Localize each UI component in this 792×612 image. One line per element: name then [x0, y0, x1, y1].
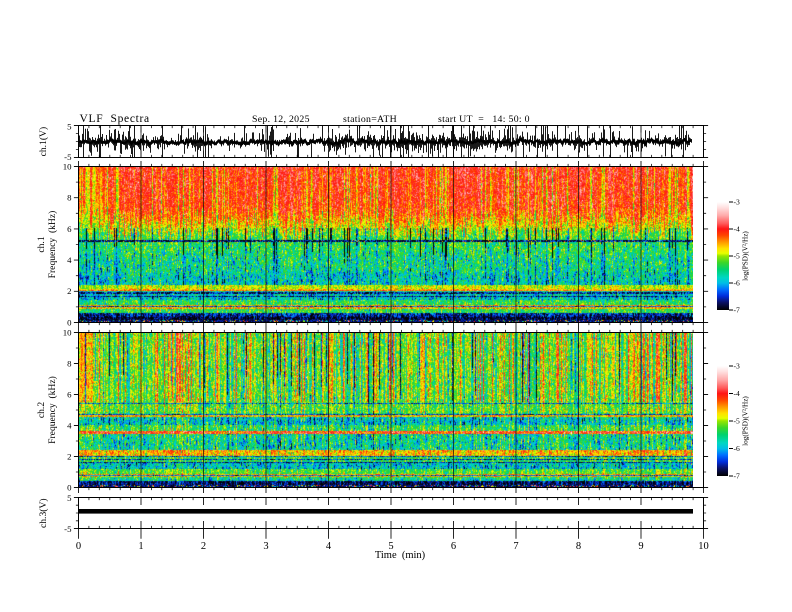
svg-text:5: 5: [67, 121, 72, 131]
svg-text:-7: -7: [734, 472, 741, 481]
svg-text:10: 10: [63, 161, 72, 171]
svg-text:log(PSD)(V²/Hz): log(PSD)(V²/Hz): [742, 231, 750, 281]
svg-text:-3: -3: [734, 362, 741, 371]
svg-text:7: 7: [513, 541, 518, 552]
svg-text:log(PSD)(V²/Hz): log(PSD)(V²/Hz): [742, 396, 750, 446]
svg-text:2: 2: [201, 541, 206, 552]
svg-text:2: 2: [67, 286, 71, 296]
svg-text:8: 8: [67, 193, 72, 203]
svg-text:Frequency (kHz): Frequency (kHz): [47, 211, 58, 279]
svg-text:-4: -4: [734, 225, 741, 234]
svg-text:-5: -5: [64, 524, 72, 534]
svg-text:4: 4: [67, 255, 72, 265]
svg-text:8: 8: [67, 358, 72, 368]
svg-text:ch.3(V): ch.3(V): [38, 498, 49, 528]
svg-text:1: 1: [138, 541, 143, 552]
svg-text:-5: -5: [734, 417, 741, 426]
svg-text:ch.1(V): ch.1(V): [38, 127, 49, 157]
svg-text:-6: -6: [734, 444, 741, 453]
svg-text:-4: -4: [734, 389, 741, 398]
svg-text:4: 4: [326, 541, 332, 552]
svg-text:0: 0: [67, 482, 72, 492]
svg-text:-3: -3: [734, 198, 741, 207]
svg-text:8: 8: [576, 541, 581, 552]
svg-text:station=ATH: station=ATH: [343, 114, 397, 125]
svg-text:start UT = 14: 50: 0: start UT = 14: 50: 0: [438, 114, 530, 125]
svg-text:-5: -5: [64, 152, 72, 162]
svg-text:3: 3: [263, 541, 268, 552]
svg-text:-5: -5: [734, 252, 741, 261]
svg-text:6: 6: [67, 224, 72, 234]
svg-text:5: 5: [67, 493, 72, 503]
svg-text:10: 10: [698, 541, 709, 552]
svg-text:10: 10: [63, 327, 72, 337]
svg-text:Time (min): Time (min): [375, 550, 426, 561]
svg-text:VLF Spectra: VLF Spectra: [80, 113, 150, 125]
svg-text:ch.2: ch.2: [36, 402, 47, 418]
svg-text:4: 4: [67, 420, 72, 430]
svg-text:Frequency (kHz): Frequency (kHz): [47, 376, 58, 444]
svg-text:0: 0: [67, 317, 72, 327]
svg-text:5: 5: [388, 541, 393, 552]
svg-text:ch.1: ch.1: [36, 236, 47, 252]
svg-text:6: 6: [451, 541, 456, 552]
svg-text:Sep. 12, 2025: Sep. 12, 2025: [252, 114, 310, 125]
svg-text:2: 2: [67, 451, 71, 461]
svg-text:-6: -6: [734, 279, 741, 288]
svg-text:-7: -7: [734, 306, 741, 315]
svg-text:9: 9: [638, 541, 643, 552]
svg-text:6: 6: [67, 389, 72, 399]
svg-text:0: 0: [76, 541, 81, 552]
